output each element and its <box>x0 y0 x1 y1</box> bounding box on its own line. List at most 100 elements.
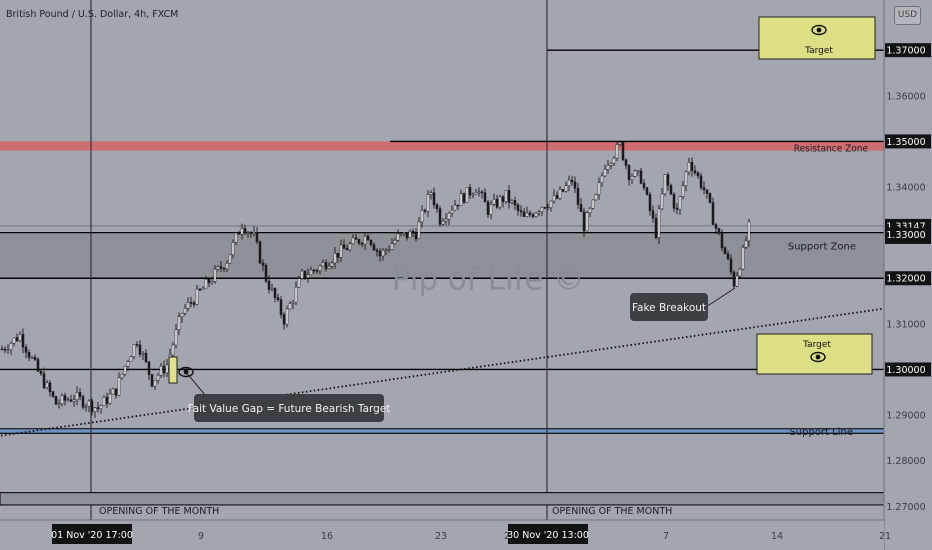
x-time-flag-text: 30 Nov '20 13:00 <box>507 530 589 541</box>
x-tick-label: 21 <box>879 531 891 542</box>
candle-body <box>387 249 391 251</box>
candle-body <box>300 270 304 279</box>
eye-icon-pupil <box>816 27 822 33</box>
candle-body <box>66 399 70 402</box>
candle-body <box>498 196 502 208</box>
candle-body <box>684 171 688 187</box>
y-price-flag-text: 1.33000 <box>886 230 925 241</box>
eye-icon-outline <box>811 24 827 36</box>
eye-icon-pupil <box>815 354 821 360</box>
candle-body <box>357 239 361 244</box>
y-price-flag-text: 1.32000 <box>886 274 925 285</box>
candle-body <box>651 210 655 219</box>
target-top-label: Target <box>804 46 833 56</box>
candle-body <box>279 299 283 315</box>
y-tick-label: 1.27000 <box>886 502 925 513</box>
candle-body <box>537 211 541 214</box>
candle-body <box>249 232 253 235</box>
candle-body <box>438 208 442 225</box>
y-tick-label: 1.31000 <box>886 319 925 330</box>
candle-body <box>33 357 37 360</box>
candle-body <box>204 278 208 289</box>
candle-body <box>288 303 292 310</box>
candle-body <box>75 392 79 401</box>
candle-body <box>579 204 583 213</box>
candle-body <box>423 210 427 212</box>
candle-body <box>270 287 274 290</box>
resistance-zone-label: Resistance Zone <box>794 143 869 154</box>
candle-body <box>93 407 97 412</box>
candle-body <box>738 268 742 277</box>
candle-body <box>588 208 592 214</box>
candle-body <box>486 201 490 215</box>
x-tick-label: 16 <box>321 531 333 542</box>
candle-body <box>639 170 643 184</box>
candle-body <box>603 169 607 177</box>
candle-body <box>678 196 682 210</box>
candle-body <box>324 262 328 269</box>
candle-body <box>618 142 622 145</box>
candle-body <box>291 301 295 304</box>
candle-body <box>441 220 445 225</box>
candle-body <box>429 192 433 195</box>
candle-body <box>42 373 46 389</box>
candle-body <box>606 164 610 170</box>
candle-body <box>225 262 229 270</box>
candle-body <box>393 240 397 245</box>
candle-body <box>444 218 448 222</box>
candle-body <box>171 344 175 356</box>
candle-body <box>675 207 679 210</box>
y-tick-label: 1.36000 <box>886 91 925 102</box>
candle-body <box>609 163 613 166</box>
candle-body <box>630 176 634 180</box>
candle-body <box>549 200 553 208</box>
currency-button[interactable]: USD <box>894 6 921 25</box>
candle-body <box>594 194 598 201</box>
candle-body <box>159 365 163 376</box>
candle-body <box>474 191 478 195</box>
candle-body <box>372 244 376 251</box>
candle-body <box>138 344 142 355</box>
candle-body <box>72 399 76 402</box>
candle-body <box>252 232 256 235</box>
candle-body <box>642 183 646 189</box>
candle-body <box>126 361 130 367</box>
watermark: Pip of Life © <box>392 262 585 298</box>
candle-body <box>408 231 412 238</box>
candle-body <box>723 247 727 255</box>
candle-body <box>243 228 247 234</box>
candle-body <box>615 144 619 159</box>
candle-body <box>318 265 322 272</box>
candle-body <box>420 210 424 223</box>
candle-body <box>39 370 43 374</box>
candle-body <box>354 237 358 240</box>
candle-body <box>0 348 4 351</box>
fvg-callout-line <box>185 371 206 396</box>
candle-body <box>96 407 100 410</box>
candle-body <box>582 211 586 232</box>
candle-body <box>135 344 139 346</box>
candle-body <box>507 190 511 203</box>
candle-body <box>693 170 697 173</box>
candle-body <box>183 308 187 314</box>
candle-body <box>531 214 535 217</box>
candle-body <box>672 193 676 209</box>
candle-body <box>339 244 343 258</box>
candle-body <box>231 242 235 256</box>
candle-body <box>255 232 259 243</box>
candle-body <box>468 187 472 196</box>
candle-body <box>669 185 673 195</box>
candle-body <box>648 194 652 211</box>
candle-body <box>480 191 484 194</box>
candle-body <box>294 286 298 303</box>
candle-body <box>711 202 715 225</box>
candle-body <box>414 233 418 240</box>
candle-body <box>576 188 580 205</box>
opening-label-1: OPENING OF THE MONTH <box>99 506 219 517</box>
opening-label-2: OPENING OF THE MONTH <box>552 506 672 517</box>
candle-body <box>3 348 7 351</box>
candle-body <box>552 195 556 202</box>
candle-body <box>60 395 64 404</box>
